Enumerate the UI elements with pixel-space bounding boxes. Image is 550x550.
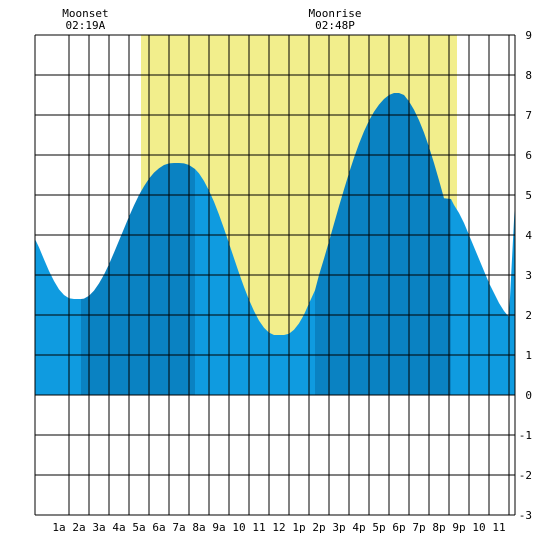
x-tick-label: 1a — [52, 521, 65, 534]
y-tick-label: 0 — [525, 389, 532, 402]
x-tick-label: 4a — [112, 521, 125, 534]
y-tick-label: 6 — [525, 149, 532, 162]
x-tick-label: 3a — [92, 521, 105, 534]
x-tick-label: 10 — [472, 521, 485, 534]
tide-area-segment — [195, 169, 315, 395]
x-tick-label: 3p — [332, 521, 345, 534]
x-tick-label: 7a — [172, 521, 185, 534]
x-tick-label: 7p — [412, 521, 425, 534]
x-tick-label: 4p — [352, 521, 365, 534]
y-tick-label: 3 — [525, 269, 532, 282]
y-tick-label: 9 — [525, 29, 532, 42]
y-tick-label: 4 — [525, 229, 532, 242]
x-tick-label: 8p — [432, 521, 445, 534]
moon-event-time: 02:19A — [66, 19, 106, 32]
y-tick-label: 8 — [525, 69, 532, 82]
y-tick-labels: -3 -2 -1 0 1 2 3 4 5 6 7 8 9 — [519, 29, 533, 522]
y-tick-label: 2 — [525, 309, 532, 322]
x-tick-label: 11 — [252, 521, 265, 534]
y-tick-label: -2 — [519, 469, 532, 482]
grid-layer — [34, 34, 516, 516]
moon-event-time: 02:48P — [315, 19, 355, 32]
x-tick-label: 9a — [212, 521, 225, 534]
tide-area-segment — [451, 199, 515, 395]
x-tick-label: 11 — [492, 521, 505, 534]
x-tick-label: 5a — [132, 521, 145, 534]
x-tick-label: 1p — [292, 521, 305, 534]
y-tick-label: -3 — [519, 509, 532, 522]
x-tick-label: 2p — [312, 521, 325, 534]
y-tick-label: 5 — [525, 189, 532, 202]
x-tick-labels: 1a 2a 3a 4a 5a 6a 7a 8a 9a 10 11 12 1p 2p 3p 4p 5p 6p 7p 8p… — [52, 521, 505, 534]
y-tick-label: 1 — [525, 349, 532, 362]
x-tick-label: 5p — [372, 521, 385, 534]
x-tick-label: 2a — [72, 521, 85, 534]
x-tick-label: 10 — [232, 521, 245, 534]
x-tick-label: 12 — [272, 521, 285, 534]
moon-event-label: Moonset — [62, 7, 108, 20]
y-tick-label: 7 — [525, 109, 532, 122]
moon-event-label: Moonrise — [309, 7, 362, 20]
x-tick-label: 8a — [192, 521, 205, 534]
x-tick-label: 6p — [392, 521, 405, 534]
y-tick-label: -1 — [519, 429, 532, 442]
x-tick-label: 9p — [452, 521, 465, 534]
x-tick-label: 6a — [152, 521, 165, 534]
